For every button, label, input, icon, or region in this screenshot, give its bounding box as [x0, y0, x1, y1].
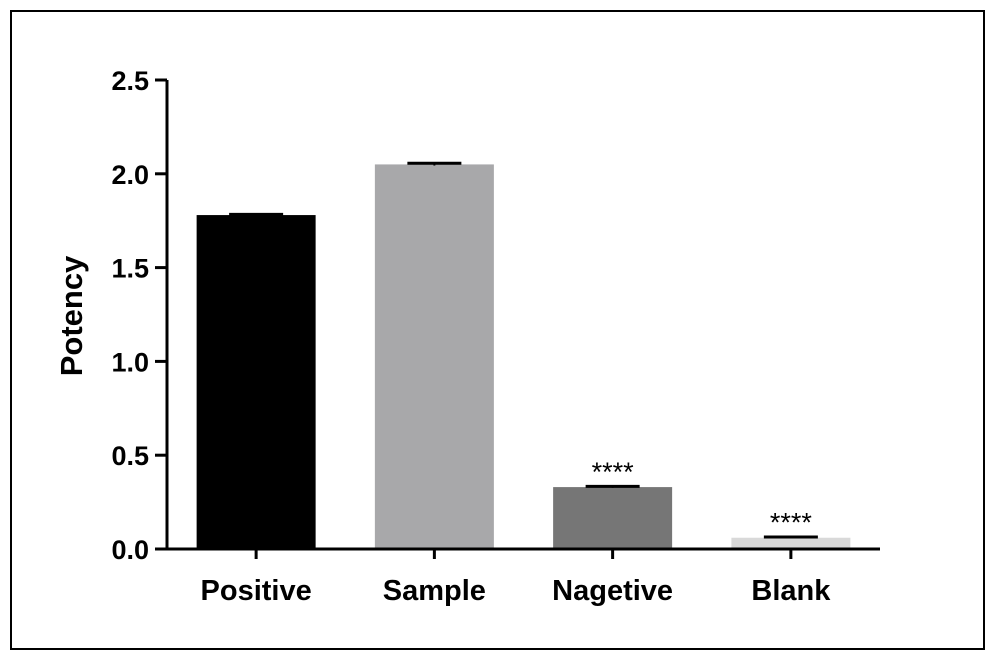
bar-nagetive — [553, 487, 673, 549]
bars-group — [196, 164, 851, 550]
bar-sample — [374, 164, 494, 550]
significance-label-nagetive: **** — [592, 457, 635, 487]
bar-positive — [196, 215, 316, 549]
y-tick-label: 0.0 — [111, 535, 149, 565]
y-axis: 0.0 0.5 1.0 1.5 2.0 2.5 — [111, 66, 169, 565]
y-tick-label: 0.5 — [111, 441, 149, 471]
y-tick-label: 1.5 — [111, 254, 149, 284]
y-tick-label: 1.0 — [111, 347, 149, 377]
significance-group: **** **** — [592, 457, 813, 538]
bar-blank — [731, 537, 851, 549]
x-tick-label-positive: Positive — [201, 575, 312, 607]
y-tick-label: 2.0 — [111, 160, 149, 190]
significance-label-blank: **** — [770, 508, 813, 538]
x-tick-label-nagetive: Nagetive — [552, 575, 673, 607]
error-bars-group — [229, 161, 818, 539]
y-tick-label: 2.5 — [111, 66, 149, 96]
x-tick-label-blank: Blank — [751, 575, 831, 607]
x-axis: Positive Sample Nagetive Blank — [166, 547, 880, 607]
y-axis-title: Potency — [54, 255, 89, 376]
x-tick-label-sample: Sample — [383, 575, 486, 607]
